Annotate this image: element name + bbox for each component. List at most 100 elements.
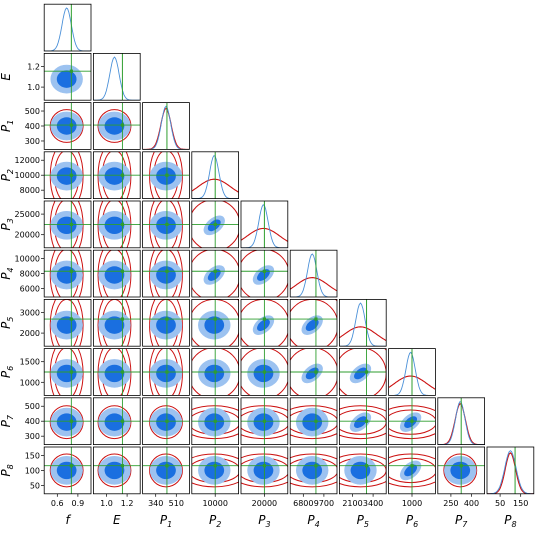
- x-tick-label: 10000: [202, 499, 227, 508]
- x-axis-label: P4: [307, 513, 319, 529]
- panel-7-7: [388, 348, 436, 396]
- truth-marker: [262, 269, 266, 273]
- panel-2-0: [43, 102, 92, 150]
- truth-marker: [262, 464, 266, 468]
- inner-contour: [257, 319, 270, 332]
- inner-contour: [257, 269, 270, 281]
- panel-frame: [43, 298, 92, 347]
- panel-1-0: [43, 53, 92, 101]
- panel-frame: [93, 151, 141, 200]
- y-axis-label: P6: [0, 366, 15, 378]
- panel-frame: [43, 53, 92, 101]
- panel-9-2: [142, 446, 190, 495]
- x-tick-label: 1.0: [100, 499, 113, 508]
- truth-marker: [69, 173, 73, 177]
- truth-marker: [364, 464, 369, 468]
- panel-4-4: [240, 200, 289, 249]
- panel-frame: [93, 102, 141, 150]
- panel-frame: [240, 348, 289, 396]
- truth-marker: [69, 269, 73, 273]
- truth-marker: [459, 464, 463, 468]
- x-tick-label: 250: [443, 499, 458, 508]
- truth-marker: [69, 222, 73, 226]
- truth-marker: [120, 269, 125, 273]
- panel-6-0: [43, 298, 92, 347]
- y-tick-label: 1500: [20, 358, 40, 367]
- panel-9-3: [191, 446, 240, 495]
- panel-9-4: [240, 446, 289, 495]
- truth-marker: [410, 419, 414, 423]
- prior-curve: [142, 107, 190, 150]
- panel-frame: [142, 151, 190, 200]
- panel-frame: [240, 298, 289, 347]
- inner-contour: [354, 416, 367, 429]
- panel-3-3: [191, 151, 240, 200]
- truth-marker: [262, 317, 266, 321]
- x-tick-label: 510: [169, 499, 184, 508]
- y-tick-label: 2000: [20, 329, 40, 338]
- panel-2-2: [142, 102, 190, 150]
- panel-frame: [93, 249, 141, 298]
- truth-marker: [314, 317, 318, 321]
- inner-contour: [207, 269, 221, 281]
- y-axis-label: E: [0, 73, 13, 81]
- y-tick-label: 10000: [15, 171, 40, 180]
- y-tick-label: 12000: [15, 156, 40, 165]
- panel-frame: [191, 151, 240, 200]
- y-tick-label: 10000: [15, 255, 40, 264]
- truth-marker: [120, 173, 125, 177]
- panel-2-1: [93, 102, 141, 150]
- panel-frame: [338, 446, 387, 495]
- panel-3-1: [93, 151, 141, 200]
- x-tick-label: 9700: [314, 499, 334, 508]
- truth-marker: [262, 370, 266, 374]
- panel-7-6: [338, 348, 387, 396]
- panel-frame: [338, 348, 387, 396]
- panel-8-8: [437, 397, 485, 445]
- panel-5-5: [289, 249, 338, 298]
- panel-7-5: [289, 348, 338, 396]
- y-tick-label: 500: [25, 107, 40, 116]
- panel-frame: [142, 446, 190, 495]
- truth-marker: [165, 222, 169, 226]
- panel-5-1: [93, 249, 141, 298]
- panel-frame: [93, 446, 141, 495]
- panel-7-0: [43, 348, 92, 396]
- x-tick-label: 6800: [293, 499, 313, 508]
- panel-frame: [388, 348, 436, 396]
- prior-curve: [290, 277, 338, 292]
- panel-frame: [191, 249, 240, 298]
- inner-contour: [302, 461, 323, 480]
- inner-contour: [56, 117, 77, 135]
- panel-frame: [93, 397, 141, 445]
- panel-frame: [93, 53, 141, 101]
- x-axis-label: P1: [160, 513, 172, 529]
- inner-contour: [104, 266, 125, 284]
- truth-marker: [69, 123, 73, 127]
- truth-marker: [120, 370, 125, 374]
- panel-6-2: [142, 298, 190, 347]
- panel-9-5: [289, 446, 338, 495]
- x-tick-label: 1.2: [121, 499, 134, 508]
- panel-5-2: [142, 249, 190, 298]
- panel-4-3: [191, 200, 240, 249]
- inner-contour: [204, 316, 225, 334]
- x-axis-label: P5: [357, 513, 369, 529]
- prior-contours: [388, 453, 436, 488]
- prior-curve: [487, 452, 534, 494]
- posterior-curve: [93, 56, 141, 101]
- y-tick-label: 300: [25, 432, 40, 441]
- truth-marker: [165, 173, 169, 177]
- truth-marker: [364, 370, 369, 374]
- panel-frame: [142, 298, 190, 347]
- truth-marker: [165, 419, 169, 423]
- inner-contour: [56, 266, 77, 284]
- panel-9-9: [486, 446, 535, 495]
- panel-0-0: [43, 3, 92, 52]
- y-tick-label: 50: [30, 481, 40, 490]
- x-axis-label: f: [65, 513, 71, 527]
- y-tick-label: 100: [25, 466, 40, 475]
- posterior-curve: [290, 253, 337, 297]
- panel-frame: [191, 298, 240, 347]
- panel-6-4: [240, 298, 289, 347]
